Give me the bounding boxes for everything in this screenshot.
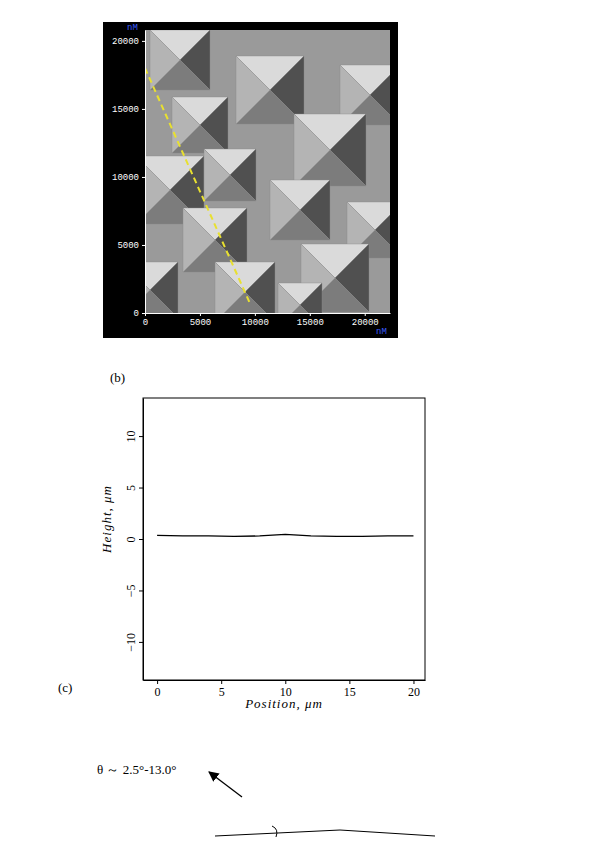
tick-label: 0 (134, 309, 139, 319)
tick-label: −5 (124, 585, 138, 598)
facet (150, 30, 180, 90)
y-axis-title: Height, μm (99, 485, 114, 554)
tick: 10000 (242, 313, 269, 328)
tick-mark (142, 177, 145, 178)
x-unit: nM (376, 327, 387, 337)
facet (215, 262, 245, 313)
tick-mark (139, 539, 143, 540)
tick: 20 (408, 680, 420, 699)
tick-label: 15 (344, 685, 356, 699)
facet (236, 56, 270, 124)
tick-label: 5 (219, 685, 225, 699)
tick-label: 10 (124, 431, 138, 443)
tick-mark (139, 590, 143, 591)
facet (145, 156, 170, 224)
tick-mark (349, 680, 350, 684)
tick: 15 (344, 680, 356, 699)
tick: 0 (143, 313, 148, 328)
axis: 0 5000 10000 15000 20000 (143, 313, 391, 328)
tick: 0 (155, 680, 161, 699)
tick: −5 (124, 585, 143, 598)
tick: 0 (124, 537, 143, 543)
tick-mark (139, 436, 143, 437)
tick-label: 0 (124, 537, 138, 543)
facet (278, 283, 300, 313)
tick: 5000 (117, 241, 145, 251)
angle-arc (272, 826, 277, 837)
axis-line (143, 399, 144, 681)
tick-mark (142, 313, 145, 314)
facet (204, 149, 230, 201)
facet (270, 180, 300, 240)
tick-mark (157, 680, 158, 684)
figure: 0500010000150002000005000100001500020000… (0, 0, 603, 845)
tick-mark (139, 488, 143, 489)
tick-mark (365, 313, 366, 316)
tick-mark (139, 642, 143, 643)
surface (215, 830, 435, 836)
arrow (209, 772, 242, 797)
tick: 20000 (352, 313, 379, 328)
tick: 0 (134, 309, 145, 319)
axis: −10 −5 0 5 10 (124, 399, 144, 681)
x-axis-title: Position, μm (244, 696, 323, 711)
tick-mark (200, 313, 201, 316)
line (157, 534, 413, 536)
tick: 10000 (112, 173, 145, 183)
tick-label: 0 (143, 318, 148, 328)
panel-label: (c) (58, 680, 72, 695)
tick-mark (285, 680, 286, 684)
schematic-label: θ ～ 2.5°-13.0° (97, 762, 176, 777)
plot-area (157, 534, 413, 536)
facet (183, 208, 215, 272)
tick-label: 0 (155, 685, 161, 699)
facet (172, 97, 200, 153)
tick: 10 (124, 431, 143, 443)
tick-label: −10 (124, 633, 138, 652)
tick: 5 (219, 680, 225, 699)
tick: −10 (124, 633, 143, 652)
tick-label: 5000 (117, 241, 139, 251)
axis-line (144, 680, 426, 681)
tick-label: 20000 (352, 318, 379, 328)
tick: 15000 (112, 105, 145, 115)
tick: 20000 (112, 37, 145, 47)
tick: 15000 (297, 313, 324, 328)
tick-label: 15000 (112, 105, 139, 115)
tick-mark (142, 41, 145, 42)
plot-frame (143, 398, 425, 680)
y-unit: nM (127, 23, 138, 33)
tick-label: 15000 (297, 318, 324, 328)
panel-label: (b) (110, 370, 125, 385)
plot-area (145, 30, 390, 313)
tick-mark (413, 680, 414, 684)
axis-line (146, 313, 391, 314)
profile-line (145, 68, 249, 302)
tick-label: 10000 (242, 318, 269, 328)
axis-line (145, 31, 146, 314)
axis: 0 5000 10000 15000 20000 (112, 31, 146, 320)
tick-mark (142, 109, 145, 110)
tick-label: 10000 (112, 173, 139, 183)
facet (294, 114, 330, 186)
tick-mark (142, 245, 145, 246)
tick: 5000 (190, 313, 212, 328)
tick-mark (310, 313, 311, 316)
tick-label: 20 (408, 685, 420, 699)
tick: 5 (124, 485, 143, 491)
facet (145, 290, 178, 313)
tick-label: 5 (124, 485, 138, 491)
tick-mark (255, 313, 256, 316)
tick-label: 20000 (112, 37, 139, 47)
tick-label: 5000 (190, 318, 212, 328)
tick-mark (221, 680, 222, 684)
